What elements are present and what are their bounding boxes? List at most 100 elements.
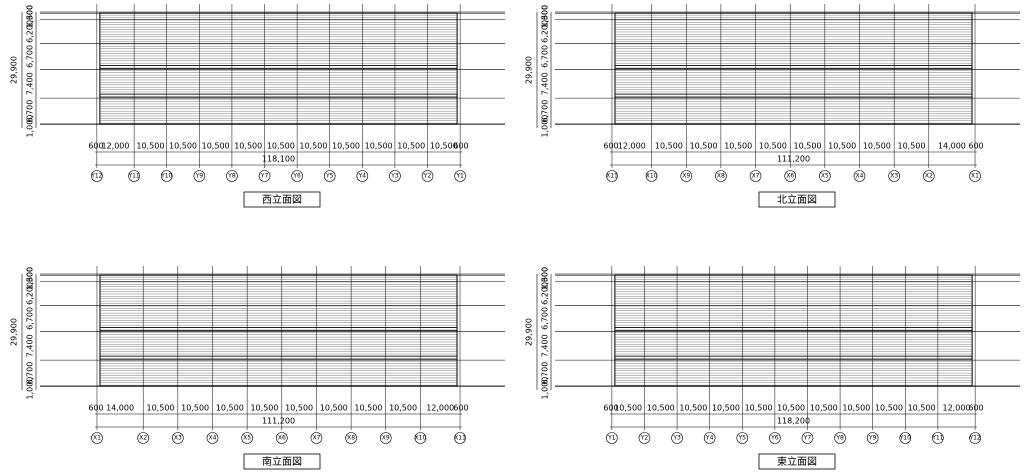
dim-label: 10,500 (745, 404, 773, 413)
grid-bubble (819, 170, 831, 182)
grid-label: Y4 (705, 435, 714, 442)
height-label: 300 (26, 267, 35, 282)
height-label: 6,200 (541, 20, 550, 43)
grid-bubble (923, 170, 935, 182)
dim-label: 12,000 (101, 142, 129, 151)
dim-total: 111,200 (777, 155, 810, 164)
elevation-title: 東立面図 (777, 455, 817, 468)
grid-bubble (421, 170, 434, 182)
dim-label: 10,500 (430, 142, 458, 151)
grid-bubble (866, 432, 879, 444)
dim-label: 10,500 (875, 404, 903, 413)
dim-label: 10,500 (299, 142, 327, 151)
height-label: 7,400 (541, 334, 550, 357)
grid-label: X1 (93, 435, 101, 442)
grid-bubble (276, 432, 288, 444)
dim-total: 118,200 (777, 417, 810, 426)
grid-label: X2 (925, 173, 933, 180)
dim-label: 600 (88, 404, 103, 413)
dim-label: 10,500 (202, 142, 230, 151)
dim-label: 600 (453, 404, 468, 413)
grid-bubble (606, 432, 618, 444)
grid-label: X3 (890, 173, 898, 180)
height-label: 1,600 (541, 5, 550, 28)
dim-label: 10,500 (389, 404, 417, 413)
height-label: 300 (26, 5, 35, 20)
grid-label: X9 (382, 435, 390, 442)
height-label: 7,400 (541, 72, 550, 95)
grid-label: Y10 (899, 435, 911, 442)
grid-bubble (193, 170, 206, 182)
grid-label: X10 (646, 173, 658, 180)
grid-bubble (969, 170, 981, 182)
grid-bubble (899, 432, 912, 444)
title-box (758, 191, 836, 208)
height-label: 1,600 (26, 267, 35, 290)
window-band (614, 93, 973, 98)
grid-bubble (206, 432, 219, 444)
grid-bubble (128, 170, 140, 182)
grid-label: X7 (752, 173, 760, 180)
grid-label: Y9 (195, 173, 204, 180)
elevation-title: 北立面図 (777, 193, 817, 206)
grid-bubble (969, 432, 981, 444)
height-total: 29,900 (10, 318, 19, 346)
dim-label: 10,500 (679, 404, 707, 413)
grid-bubble (671, 432, 683, 444)
height-label: 6,200 (26, 20, 35, 43)
grid-bubble (379, 432, 392, 444)
grid-label: X5 (243, 435, 251, 442)
grid-bubble (91, 170, 103, 182)
grid-label: Y6 (292, 173, 301, 180)
dim-label: 10,500 (250, 404, 278, 413)
height-total: 29,900 (10, 56, 19, 84)
grid-label: X8 (717, 173, 725, 180)
elevation-title: 南立面図 (262, 455, 302, 468)
dim-label: 10,500 (647, 404, 675, 413)
dim-label: 10,500 (181, 404, 209, 413)
height-label: 7,400 (26, 72, 35, 95)
height-label: 6,700 (26, 362, 35, 385)
grid-label: Y4 (358, 173, 367, 180)
dim-label: 10,500 (397, 142, 425, 151)
height-label: 1,000 (26, 115, 35, 138)
grid-bubble (606, 170, 618, 182)
height-label: 7,400 (26, 334, 35, 357)
dim-label: 10,500 (655, 142, 683, 151)
window-band (614, 65, 973, 69)
dim-label: 600 (968, 142, 983, 151)
dim-label: 10,500 (794, 142, 822, 151)
grid-label: Y3 (672, 435, 681, 442)
window-band (99, 65, 458, 69)
window-band (99, 327, 458, 331)
dim-label: 10,500 (908, 404, 936, 413)
dim-label: 10,500 (332, 142, 360, 151)
title-box (243, 453, 321, 470)
dim-label: 10,500 (234, 142, 262, 151)
grid-bubble (888, 170, 900, 182)
dim-label: 10,500 (690, 142, 718, 151)
grid-label: Y7 (803, 435, 812, 442)
grid-label: X10 (415, 435, 427, 442)
grid-bubble (323, 170, 336, 182)
window-band (99, 355, 458, 360)
grid-label: X1 (971, 173, 979, 180)
dim-label: 10,500 (136, 142, 164, 151)
grid-bubble (715, 170, 727, 182)
grid-label: Y8 (835, 435, 844, 442)
height-label: 6,700 (541, 362, 550, 385)
height-label: 6,200 (541, 282, 550, 305)
grid-bubble (414, 432, 427, 444)
height-label: 6,700 (26, 100, 35, 123)
grid-label: Y8 (227, 173, 236, 180)
window-band (614, 327, 973, 331)
grid-bubble (454, 170, 466, 182)
grid-label: X6 (278, 435, 286, 442)
height-label: 6,700 (26, 307, 35, 330)
window-band (99, 93, 458, 98)
dim-label: 10,500 (365, 142, 393, 151)
grid-label: X8 (347, 435, 355, 442)
